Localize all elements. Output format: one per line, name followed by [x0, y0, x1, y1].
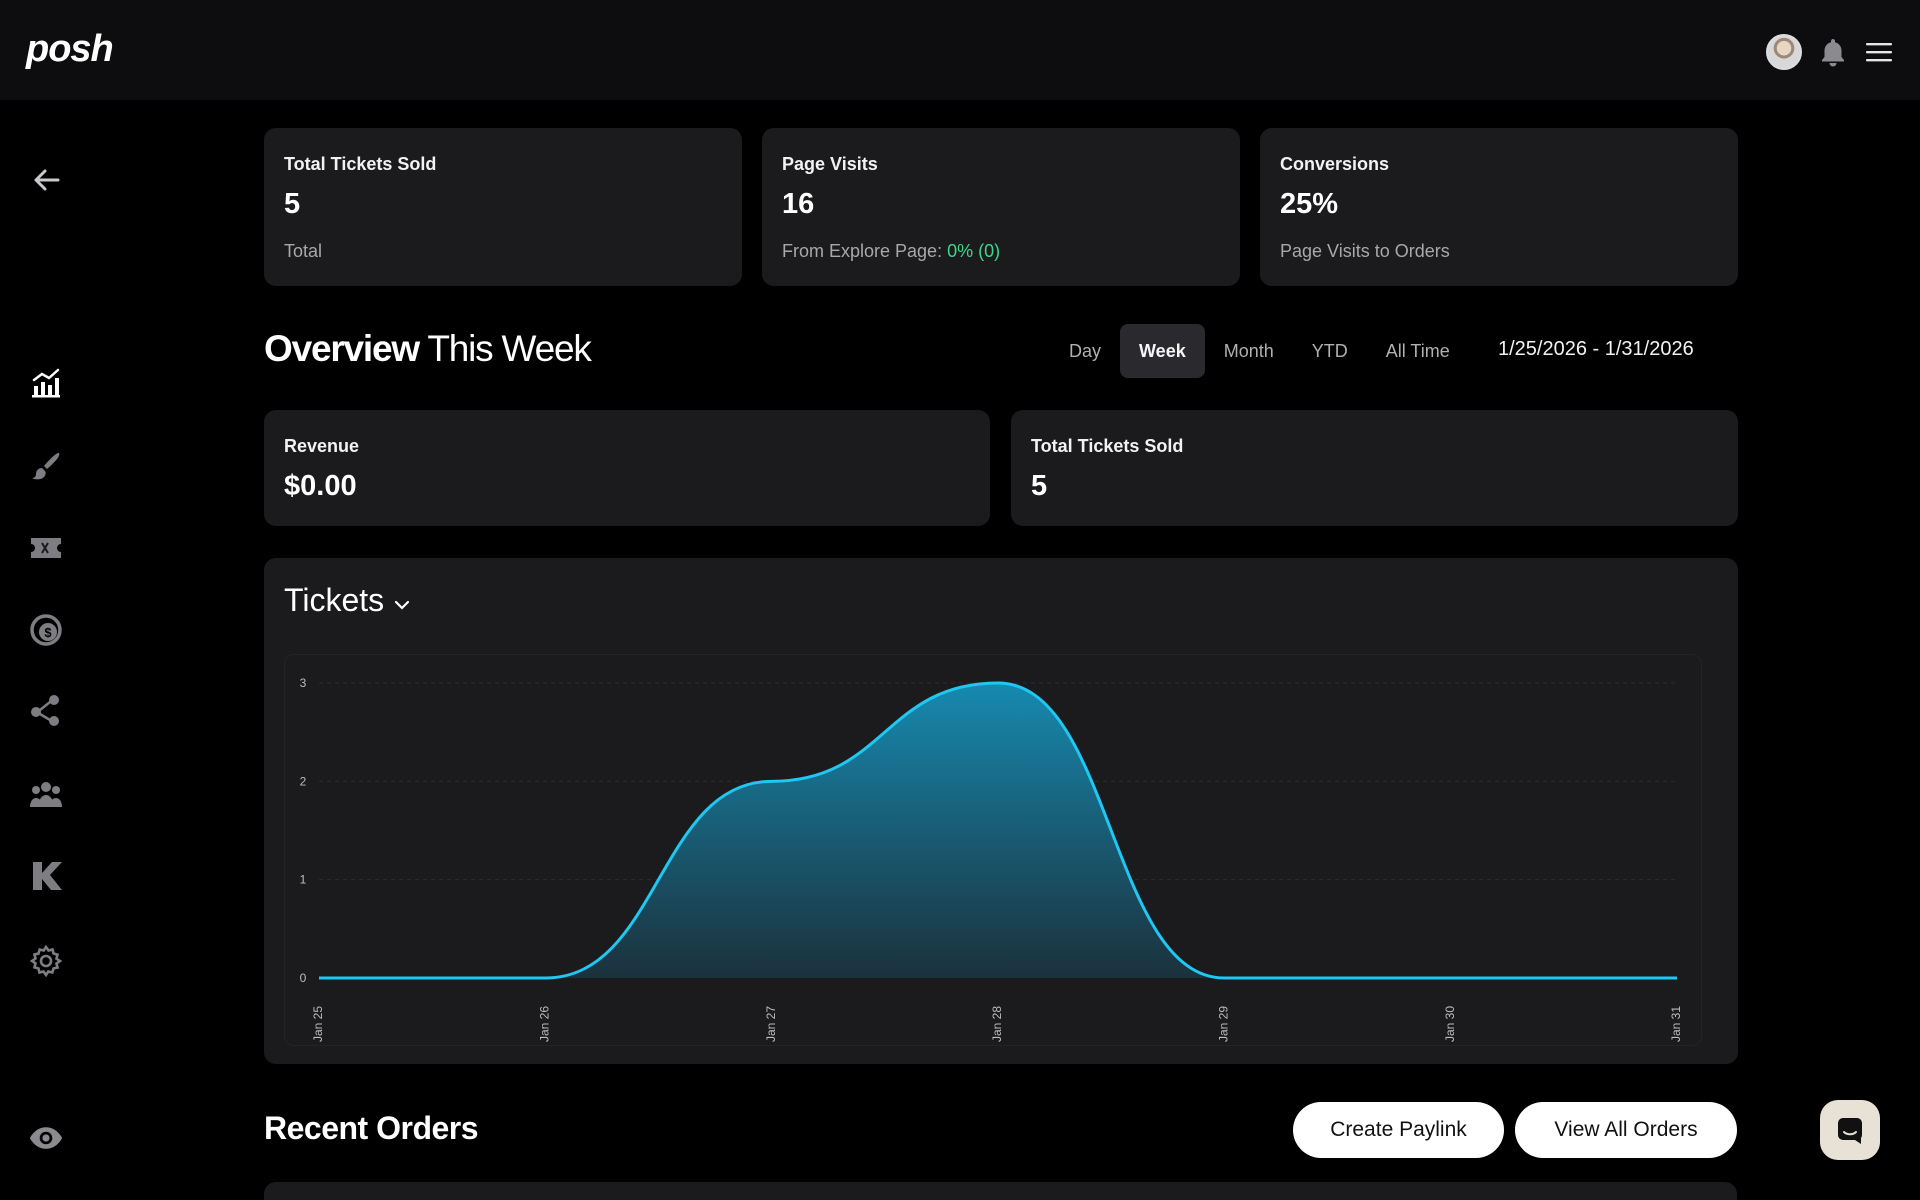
overview-title-bold: Overview	[264, 328, 420, 369]
data-point-jan-25[interactable]	[316, 975, 322, 981]
stat-sub: Page Visits to Orders	[1280, 241, 1450, 261]
tab-month[interactable]: Month	[1223, 340, 1274, 361]
x-tick-label: Jan 31	[1669, 1006, 1683, 1042]
series-line	[319, 681, 1677, 980]
summary-label: Revenue	[284, 436, 360, 456]
ticket-icon[interactable]	[28, 530, 64, 566]
chart-metric-dropdown[interactable]: Tickets	[284, 582, 410, 619]
data-point-jan-26[interactable]	[542, 975, 548, 981]
tab-all-time[interactable]: All Time	[1385, 340, 1450, 361]
data-point-jan-30[interactable]	[1448, 975, 1454, 981]
stat-label: Total Tickets Sold	[284, 154, 437, 174]
k-logo-icon[interactable]	[28, 858, 64, 894]
gear-icon[interactable]	[28, 943, 64, 979]
x-tick-label: Jan 26	[538, 1006, 552, 1042]
data-point-jan-31[interactable]	[1674, 975, 1680, 981]
chart-title-label: Tickets	[284, 582, 385, 618]
brush-icon[interactable]	[28, 448, 64, 484]
chat-icon	[1838, 1118, 1862, 1144]
stat-card-tickets: Total Tickets Sold 5 Total	[264, 128, 742, 286]
group-icon[interactable]	[28, 776, 64, 812]
summary-label: Total Tickets Sold	[1031, 436, 1184, 456]
view-all-orders-button[interactable]: View All Orders	[1515, 1102, 1737, 1158]
range-tabs: Day Week Month YTD All Time	[1050, 324, 1469, 378]
create-paylink-button[interactable]: Create Paylink	[1293, 1102, 1504, 1158]
tickets-chart-card: Tickets 0 1 2 3 Jan 25 Jan 26 Jan 27 Jan 28 Jan …	[264, 558, 1738, 1064]
eye-icon[interactable]	[28, 1120, 64, 1156]
data-point-jan-27[interactable]	[769, 778, 775, 784]
stat-card-page-visits: Page Visits 16 From Explore Page: 0% (0)	[762, 128, 1240, 286]
stat-value: 5	[284, 188, 301, 220]
chart-bars-icon[interactable]	[28, 364, 64, 400]
stat-sub: From Explore Page: 0% (0)	[782, 241, 1000, 262]
top-bar: posh	[0, 0, 1920, 100]
posh-logo[interactable]: posh	[26, 28, 114, 70]
x-tick-label: Jan 29	[1217, 1006, 1231, 1042]
recent-orders-table	[264, 1182, 1737, 1200]
overview-title-period: This Week	[427, 328, 591, 369]
x-tick-label: Jan 28	[990, 1006, 1004, 1042]
recent-orders-title: Recent Orders	[264, 1110, 479, 1146]
summary-value: 5	[1031, 470, 1048, 502]
dollar-coin-icon[interactable]: $	[28, 612, 64, 648]
overview-title: Overview This Week	[264, 328, 592, 370]
share-people-icon[interactable]	[28, 692, 64, 728]
sidebar: $	[0, 100, 92, 1200]
summary-card-tickets: Total Tickets Sold 5	[1011, 410, 1738, 526]
y-tick-label: 2	[300, 774, 307, 788]
y-tick-label: 0	[300, 971, 307, 985]
date-range-picker[interactable]: 1/25/2026 - 1/31/2026	[1498, 338, 1694, 360]
tab-day[interactable]: Day	[1069, 340, 1102, 361]
stat-card-conversions: Conversions 25% Page Visits to Orders	[1260, 128, 1738, 286]
top-actions	[1766, 34, 1894, 70]
explore-percentage: 0% (0)	[947, 241, 1001, 261]
menu-icon[interactable]	[1864, 37, 1894, 67]
arrow-left-icon[interactable]	[28, 162, 64, 198]
data-point-jan-29[interactable]	[1221, 975, 1227, 981]
chat-support-button[interactable]	[1820, 1100, 1880, 1160]
data-point-jan-28[interactable]	[995, 680, 1001, 686]
x-tick-label: Jan 27	[764, 1006, 778, 1042]
bell-icon[interactable]	[1818, 37, 1848, 67]
summary-value: $0.00	[284, 470, 357, 502]
summary-card-revenue: Revenue $0.00	[264, 410, 990, 526]
tickets-area-chart: 0 1 2 3 Jan 25 Jan 26 Jan 27 Jan 28 Jan 29 Jan 30…	[300, 676, 1684, 1042]
stat-value: 16	[782, 188, 815, 220]
chart-container: 0 1 2 3 Jan 25 Jan 26 Jan 27 Jan 28 Jan 29 Jan 30…	[284, 654, 1702, 1046]
avatar[interactable]	[1766, 34, 1802, 70]
x-tick-label: Jan 25	[311, 1006, 325, 1042]
svg-text:$: $	[44, 625, 52, 640]
tab-week[interactable]: Week	[1120, 324, 1205, 378]
chevron-down-icon	[394, 582, 410, 619]
area-fill	[319, 683, 1677, 978]
x-tick-label: Jan 30	[1443, 1006, 1457, 1042]
stat-label: Page Visits	[782, 154, 878, 174]
stat-sub: Total	[284, 241, 323, 261]
stat-label: Conversions	[1280, 154, 1390, 174]
stat-sub-prefix: From Explore Page:	[782, 241, 948, 261]
y-tick-label: 3	[300, 676, 307, 690]
tab-ytd[interactable]: YTD	[1311, 340, 1348, 361]
y-tick-label: 1	[300, 873, 307, 887]
stat-value: 25%	[1280, 188, 1339, 220]
